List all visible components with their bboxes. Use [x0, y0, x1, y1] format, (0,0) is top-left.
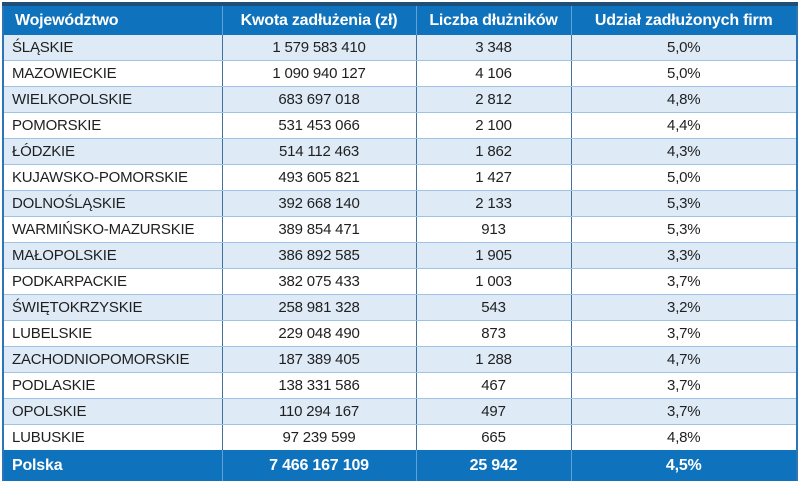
cell-region: PODLASKIE	[3, 372, 222, 399]
totals-label: Polska	[3, 450, 222, 481]
cell-region: ZACHODNIOPOMORSKIE	[3, 346, 222, 373]
cell-debtor-count: 3 348	[415, 35, 571, 61]
cell-debtor-count: 4 106	[415, 60, 571, 87]
cell-debt-amount: 683 697 018	[221, 86, 416, 113]
cell-debt-amount: 493 605 821	[221, 164, 416, 191]
cell-debt-amount: 382 075 433	[221, 268, 416, 295]
cell-indebted-share: 3,3%	[570, 242, 797, 269]
table-row: MAŁOPOLSKIE 386 892 585 1 905 3,3%	[3, 242, 797, 269]
cell-indebted-share: 4,7%	[570, 346, 797, 373]
table-row: LUBELSKIE 229 048 490 873 3,7%	[3, 320, 797, 347]
cell-indebted-share: 5,3%	[570, 190, 797, 217]
cell-region: KUJAWSKO-POMORSKIE	[3, 164, 222, 191]
cell-debt-amount: 392 668 140	[221, 190, 416, 217]
cell-indebted-share: 4,8%	[570, 424, 797, 450]
totals-debtor-count: 25 942	[415, 450, 571, 481]
cell-debtor-count: 467	[415, 372, 571, 399]
table-row: WARMIŃSKO-MAZURSKIE 389 854 471 913 5,3%	[3, 216, 797, 243]
cell-indebted-share: 5,0%	[570, 35, 797, 61]
column-header-debtor-count: Liczba dłużników	[415, 4, 571, 35]
cell-indebted-share: 3,7%	[570, 372, 797, 399]
cell-region: LUBELSKIE	[3, 320, 222, 347]
cell-debt-amount: 386 892 585	[221, 242, 416, 269]
cell-debt-amount: 1 579 583 410	[221, 35, 416, 61]
cell-debt-amount: 187 389 405	[221, 346, 416, 373]
table-row: OPOLSKIE 110 294 167 497 3,7%	[3, 398, 797, 425]
cell-debtor-count: 1 288	[415, 346, 571, 373]
table-row: PODKARPACKIE 382 075 433 1 003 3,7%	[3, 268, 797, 295]
cell-indebted-share: 3,7%	[570, 398, 797, 425]
cell-debtor-count: 873	[415, 320, 571, 347]
totals-row: Polska 7 466 167 109 25 942 4,5%	[3, 450, 797, 481]
cell-indebted-share: 5,0%	[570, 164, 797, 191]
cell-debtor-count: 1 427	[415, 164, 571, 191]
cell-debt-amount: 258 981 328	[221, 294, 416, 321]
cell-region: WIELKOPOLSKIE	[3, 86, 222, 113]
table-row: LUBUSKIE 97 239 599 665 4,8%	[3, 424, 797, 450]
cell-debtor-count: 543	[415, 294, 571, 321]
table-row: ŚLĄSKIE 1 579 583 410 3 348 5,0%	[3, 35, 797, 61]
totals-indebted-share: 4,5%	[570, 450, 797, 481]
table-row: ŚWIĘTOKRZYSKIE 258 981 328 543 3,2%	[3, 294, 797, 321]
cell-debt-amount: 229 048 490	[221, 320, 416, 347]
table-row: DOLNOŚLĄSKIE 392 668 140 2 133 5,3%	[3, 190, 797, 217]
cell-indebted-share: 5,0%	[570, 60, 797, 87]
cell-region: LUBUSKIE	[3, 424, 222, 450]
cell-indebted-share: 4,4%	[570, 112, 797, 139]
table-row: WIELKOPOLSKIE 683 697 018 2 812 4,8%	[3, 86, 797, 113]
cell-debtor-count: 665	[415, 424, 571, 450]
column-header-region: Województwo	[3, 4, 222, 35]
cell-debtor-count: 1 862	[415, 138, 571, 165]
cell-region: WARMIŃSKO-MAZURSKIE	[3, 216, 222, 243]
cell-debtor-count: 913	[415, 216, 571, 243]
table-row: MAZOWIECKIE 1 090 940 127 4 106 5,0%	[3, 60, 797, 87]
column-header-debt-amount: Kwota zadłużenia (zł)	[221, 4, 416, 35]
column-header-indebted-share: Udział zadłużonych firm	[570, 4, 797, 35]
cell-indebted-share: 3,2%	[570, 294, 797, 321]
cell-debt-amount: 110 294 167	[221, 398, 416, 425]
cell-indebted-share: 5,3%	[570, 216, 797, 243]
table-row: ŁÓDZKIE 514 112 463 1 862 4,3%	[3, 138, 797, 165]
cell-region: POMORSKIE	[3, 112, 222, 139]
cell-region: ŚWIĘTOKRZYSKIE	[3, 294, 222, 321]
table-footer: Polska 7 466 167 109 25 942 4,5%	[3, 450, 797, 481]
debt-table: Województwo Kwota zadłużenia (zł) Liczba…	[2, 2, 798, 481]
totals-debt-amount: 7 466 167 109	[221, 450, 416, 481]
cell-debtor-count: 2 100	[415, 112, 571, 139]
debt-table-wrapper: Województwo Kwota zadłużenia (zł) Liczba…	[2, 2, 798, 481]
cell-debt-amount: 97 239 599	[221, 424, 416, 450]
table-row: KUJAWSKO-POMORSKIE 493 605 821 1 427 5,0%	[3, 164, 797, 191]
cell-region: DOLNOŚLĄSKIE	[3, 190, 222, 217]
table-row: PODLASKIE 138 331 586 467 3,7%	[3, 372, 797, 399]
cell-debtor-count: 2 812	[415, 86, 571, 113]
table-header-row: Województwo Kwota zadłużenia (zł) Liczba…	[3, 4, 797, 35]
cell-region: ŚLĄSKIE	[3, 35, 222, 61]
cell-indebted-share: 4,3%	[570, 138, 797, 165]
cell-debtor-count: 1 905	[415, 242, 571, 269]
cell-region: OPOLSKIE	[3, 398, 222, 425]
cell-indebted-share: 4,8%	[570, 86, 797, 113]
cell-debt-amount: 389 854 471	[221, 216, 416, 243]
table-row: POMORSKIE 531 453 066 2 100 4,4%	[3, 112, 797, 139]
table-body: ŚLĄSKIE 1 579 583 410 3 348 5,0% MAZOWIECKIE…	[3, 35, 797, 450]
cell-debtor-count: 497	[415, 398, 571, 425]
cell-region: ŁÓDZKIE	[3, 138, 222, 165]
cell-debt-amount: 1 090 940 127	[221, 60, 416, 87]
cell-region: MAŁOPOLSKIE	[3, 242, 222, 269]
cell-debt-amount: 514 112 463	[221, 138, 416, 165]
cell-region: MAZOWIECKIE	[3, 60, 222, 87]
cell-indebted-share: 3,7%	[570, 268, 797, 295]
table-header: Województwo Kwota zadłużenia (zł) Liczba…	[3, 4, 797, 35]
cell-debtor-count: 2 133	[415, 190, 571, 217]
cell-region: PODKARPACKIE	[3, 268, 222, 295]
cell-indebted-share: 3,7%	[570, 320, 797, 347]
cell-debt-amount: 531 453 066	[221, 112, 416, 139]
table-row: ZACHODNIOPOMORSKIE 187 389 405 1 288 4,7%	[3, 346, 797, 373]
cell-debt-amount: 138 331 586	[221, 372, 416, 399]
cell-debtor-count: 1 003	[415, 268, 571, 295]
